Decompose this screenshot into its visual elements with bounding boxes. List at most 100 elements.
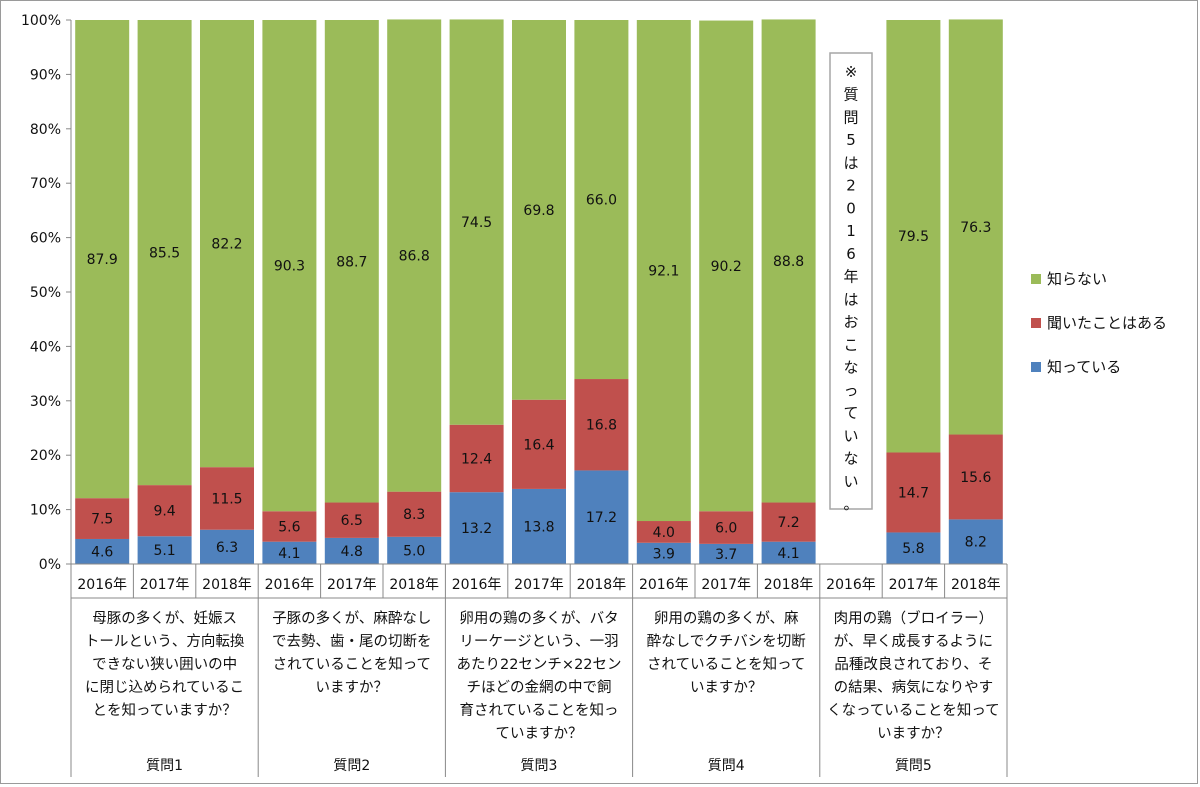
legend-swatch	[1031, 318, 1041, 328]
question-description-line: 子豚の多くが、麻酔なし	[272, 610, 431, 627]
bar-segment-know	[886, 532, 941, 564]
year-label: 2018年	[764, 577, 814, 593]
y-tick-label: 80%	[30, 122, 61, 138]
legend-swatch	[1031, 274, 1041, 284]
bar-segment-heard	[387, 491, 442, 537]
annotation-char: 。	[843, 495, 858, 513]
data-label: 5.0	[403, 543, 425, 559]
bar-segment-heard	[512, 399, 566, 489]
annotation-char: 問	[843, 108, 858, 126]
bar-segment-know	[262, 541, 317, 564]
data-label: 3.9	[653, 546, 675, 562]
data-label: 7.2	[777, 515, 799, 531]
data-label: 16.8	[586, 418, 617, 434]
question-description-line: で去勢、歯・尾の切断を	[272, 633, 432, 650]
year-label: 2018年	[202, 577, 252, 593]
question-description-line: できない狭い囲いの中	[92, 656, 237, 673]
data-label: 13.8	[523, 519, 554, 535]
data-label: 4.0	[653, 525, 675, 541]
data-label: 4.1	[777, 546, 799, 562]
annotation-char: 0	[846, 199, 856, 217]
bar-segment-heard	[262, 511, 317, 542]
question-description-line: リーケージという、一羽	[459, 633, 618, 650]
data-label: 6.5	[341, 513, 363, 529]
bar-segment-dont-know	[636, 20, 691, 522]
data-label: 15.6	[960, 470, 991, 486]
bar-segment-know	[699, 543, 754, 564]
data-label: 90.3	[274, 259, 305, 275]
bar-segment-know	[512, 488, 566, 564]
year-label: 2016年	[452, 577, 502, 593]
question-description-line: されていることを知って	[273, 656, 431, 673]
bar-segment-heard	[449, 424, 504, 493]
year-label: 2016年	[826, 577, 876, 593]
bar-segment-heard	[574, 379, 629, 471]
year-label: 2016年	[639, 577, 689, 593]
annotation-char: い	[843, 472, 858, 490]
data-label: 4.8	[341, 544, 363, 560]
bar-segment-dont-know	[886, 20, 941, 453]
data-label: 90.2	[711, 259, 742, 275]
y-tick-label: 40%	[30, 339, 61, 355]
bar-segment-dont-know	[574, 20, 629, 380]
data-label: 69.8	[523, 203, 554, 219]
data-label: 85.5	[149, 246, 180, 262]
bar-segment-know	[948, 519, 1003, 564]
y-tick-label: 0%	[39, 557, 61, 573]
bar-segment-know	[200, 529, 254, 564]
bar-segment-heard	[200, 467, 254, 530]
question-description-line: とを知っていますか？	[92, 702, 236, 719]
annotation-char: ※	[845, 63, 858, 81]
bar-segment-dont-know	[699, 20, 754, 512]
bar-segment-heard	[886, 452, 941, 533]
question-label: 質問4	[708, 758, 745, 774]
question-label: 質問3	[521, 758, 558, 774]
annotation-char: な	[843, 359, 858, 377]
data-label: 66.0	[586, 193, 617, 209]
year-label: 2017年	[327, 577, 377, 593]
data-label: 82.2	[211, 237, 242, 253]
year-label: 2017年	[514, 577, 564, 593]
data-label: 3.7	[715, 547, 737, 563]
data-label: 88.8	[773, 254, 804, 270]
question-description-line: 酔なしでクチバシを切断	[647, 633, 806, 650]
legend-label: 聞いたことはある	[1047, 314, 1167, 332]
annotation-char: っ	[843, 381, 858, 399]
annotation-char: お	[843, 313, 858, 331]
legend-label: 知らない	[1047, 270, 1107, 288]
question-description-line: トールという、方向転換	[85, 633, 245, 650]
bar-segment-know	[75, 538, 130, 564]
bar-segment-dont-know	[387, 19, 442, 492]
data-label: 5.1	[153, 543, 175, 559]
annotation-char: 2	[846, 177, 856, 195]
question-label: 質問2	[333, 758, 370, 774]
bar-segment-know	[324, 537, 379, 564]
bar-segment-heard	[699, 511, 754, 544]
year-label: 2017年	[701, 577, 751, 593]
bar-segment-dont-know	[200, 20, 254, 468]
question-description-line: ていますか？	[496, 725, 583, 742]
y-tick-label: 100%	[21, 13, 61, 29]
year-label: 2017年	[140, 577, 190, 593]
data-label: 74.5	[461, 215, 492, 231]
bar-segment-know	[761, 541, 816, 564]
annotation-char: は	[843, 290, 858, 308]
question-description-line: いますか？	[690, 679, 763, 696]
bar-segment-heard	[75, 498, 130, 539]
question-description-line: が、早く成長するように	[834, 633, 993, 650]
question-description-line: されていることを知って	[647, 656, 805, 673]
data-label: 6.3	[216, 540, 238, 556]
data-label: 17.2	[586, 510, 617, 526]
data-label: 5.6	[278, 519, 300, 535]
bar-segment-heard	[324, 502, 379, 538]
question-description-line: に閉じ込められているこ	[85, 679, 244, 696]
annotation-char: な	[843, 450, 858, 468]
year-label: 2016年	[77, 577, 127, 593]
year-label: 2018年	[389, 577, 439, 593]
annotation-char: い	[843, 427, 858, 445]
annotation-char: は	[843, 154, 858, 172]
year-label: 2017年	[889, 577, 939, 593]
year-label: 2016年	[265, 577, 315, 593]
